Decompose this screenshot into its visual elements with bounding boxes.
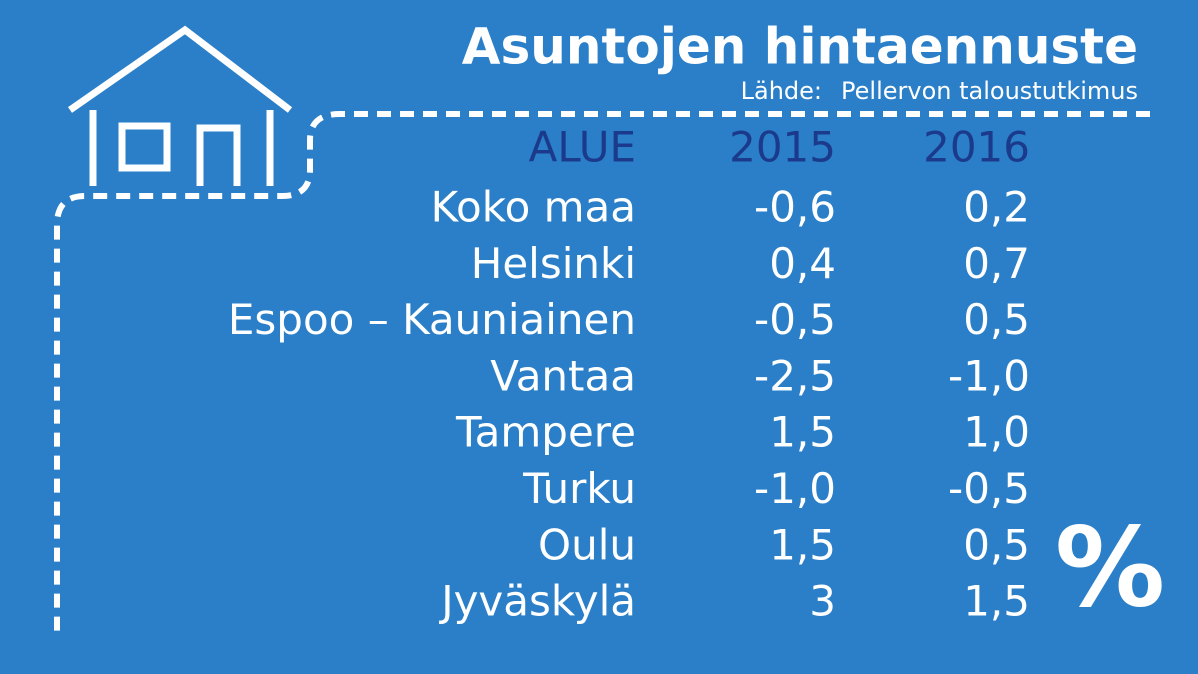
forecast-value: -0,5 <box>948 464 1030 513</box>
forecast-value: 1,5 <box>769 408 836 457</box>
roof <box>68 25 293 113</box>
forecast-value: 1,5 <box>963 577 1030 626</box>
forecast-value: 1,5 <box>769 520 836 569</box>
region-name: Jyväskylä <box>438 577 636 626</box>
region-name: Vantaa <box>490 351 636 400</box>
forecast-value: 0,2 <box>963 183 1030 232</box>
region-name: Turku <box>522 464 636 513</box>
forecast-value: -2,5 <box>754 351 836 400</box>
door <box>196 124 241 186</box>
source: Pellervon taloustutkimus <box>841 77 1138 105</box>
source-label: Lähde: <box>741 77 822 105</box>
forecast-value: 1,0 <box>963 408 1030 457</box>
column-header: 2016 <box>923 123 1030 172</box>
unit: % <box>1055 503 1165 631</box>
forecast-value: 0,5 <box>963 295 1030 344</box>
forecast-value: 0,5 <box>963 520 1030 569</box>
forecast-value: -1,0 <box>948 351 1030 400</box>
region-name: Tampere <box>455 408 636 457</box>
dashed-outline <box>54 111 1150 632</box>
window <box>118 122 171 172</box>
column-header: ALUE <box>529 123 636 172</box>
region-name: Koko maa <box>431 183 636 232</box>
forecast-value: -0,6 <box>754 183 836 232</box>
region-name: Oulu <box>538 520 636 569</box>
forecast-value: 0,4 <box>769 239 836 288</box>
forecast-value: 3 <box>809 577 836 626</box>
house-icon <box>68 25 293 186</box>
column-header: 2015 <box>729 123 836 172</box>
title: Asuntojen hintaennuste <box>462 18 1138 76</box>
forecast-value: -1,0 <box>754 464 836 513</box>
region-name: Helsinki <box>471 239 636 288</box>
forecast-value: 0,7 <box>963 239 1030 288</box>
region-name: Espoo – Kauniainen <box>228 295 636 344</box>
forecast-value: -0,5 <box>754 295 836 344</box>
